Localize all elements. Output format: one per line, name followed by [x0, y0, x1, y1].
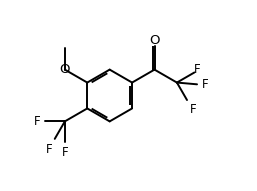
Text: F: F: [194, 63, 200, 76]
Text: F: F: [34, 115, 41, 128]
Text: O: O: [149, 34, 160, 47]
Text: F: F: [202, 78, 208, 91]
Text: F: F: [61, 146, 68, 159]
Text: F: F: [190, 103, 196, 116]
Text: F: F: [46, 143, 53, 156]
Text: O: O: [60, 63, 70, 76]
